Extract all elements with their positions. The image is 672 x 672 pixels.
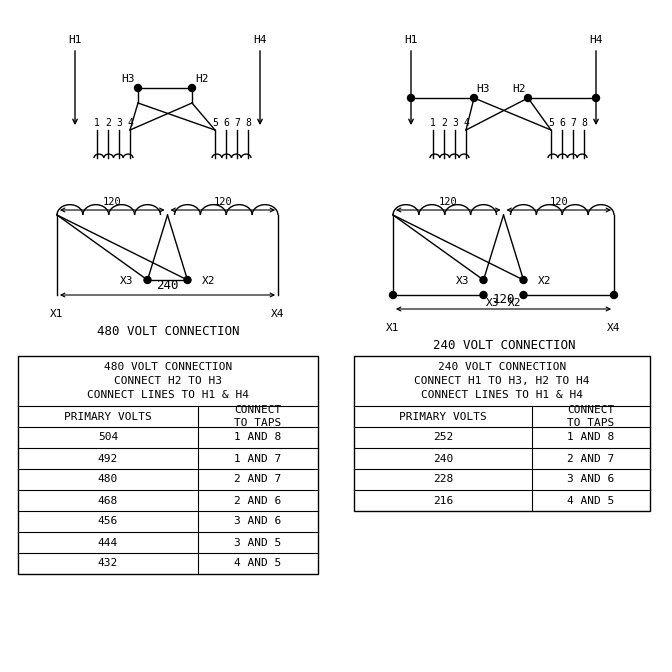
Text: 1 AND 7: 1 AND 7	[235, 454, 282, 464]
Text: 3: 3	[452, 118, 458, 128]
Text: CONNECT
TO TAPS: CONNECT TO TAPS	[567, 405, 615, 427]
Text: 252: 252	[433, 433, 453, 442]
Text: 4: 4	[463, 118, 469, 128]
Text: 1 AND 8: 1 AND 8	[567, 433, 615, 442]
Text: X2: X2	[538, 276, 551, 286]
Text: 456: 456	[98, 517, 118, 526]
Text: 4 AND 5: 4 AND 5	[567, 495, 615, 505]
Text: 6: 6	[559, 118, 565, 128]
Text: X3: X3	[120, 276, 134, 286]
Text: X2: X2	[202, 276, 215, 286]
Text: 2: 2	[441, 118, 447, 128]
Text: 5: 5	[548, 118, 554, 128]
Text: 480: 480	[98, 474, 118, 485]
Circle shape	[184, 276, 191, 284]
Bar	[354, 356, 650, 511]
Text: 7: 7	[570, 118, 576, 128]
Text: 120: 120	[103, 197, 122, 207]
Text: 468: 468	[98, 495, 118, 505]
Text: 6: 6	[223, 118, 229, 128]
Text: PRIMARY VOLTS: PRIMARY VOLTS	[399, 411, 487, 421]
Text: X4: X4	[271, 309, 285, 319]
Text: 432: 432	[98, 558, 118, 569]
Text: H2: H2	[513, 84, 526, 94]
Text: 2 AND 7: 2 AND 7	[235, 474, 282, 485]
Text: 3 AND 6: 3 AND 6	[235, 517, 282, 526]
Text: 2: 2	[105, 118, 111, 128]
Text: H2: H2	[195, 74, 208, 84]
Text: 492: 492	[98, 454, 118, 464]
Text: 8: 8	[581, 118, 587, 128]
Text: 120: 120	[439, 197, 458, 207]
Circle shape	[480, 292, 487, 298]
Text: 4 AND 5: 4 AND 5	[235, 558, 282, 569]
Text: X1: X1	[50, 309, 64, 319]
Circle shape	[520, 292, 527, 298]
Text: 2 AND 7: 2 AND 7	[567, 454, 615, 464]
Text: 240: 240	[433, 454, 453, 464]
Text: 8: 8	[245, 118, 251, 128]
Text: 240 VOLT CONNECTION
CONNECT H1 TO H3, H2 TO H4
CONNECT LINES TO H1 & H4: 240 VOLT CONNECTION CONNECT H1 TO H3, H2…	[414, 362, 590, 400]
Text: 7: 7	[234, 118, 240, 128]
Circle shape	[134, 85, 142, 91]
Text: 216: 216	[433, 495, 453, 505]
Text: X1: X1	[386, 323, 400, 333]
Text: 3 AND 5: 3 AND 5	[235, 538, 282, 548]
Text: 120: 120	[550, 197, 568, 207]
Text: H1: H1	[69, 35, 82, 45]
Text: 504: 504	[98, 433, 118, 442]
Text: 1 AND 8: 1 AND 8	[235, 433, 282, 442]
Text: H4: H4	[253, 35, 267, 45]
Text: 240 VOLT CONNECTION: 240 VOLT CONNECTION	[433, 339, 575, 352]
Text: 3 AND 6: 3 AND 6	[567, 474, 615, 485]
Circle shape	[520, 276, 527, 284]
Text: PRIMARY VOLTS: PRIMARY VOLTS	[64, 411, 152, 421]
Circle shape	[525, 95, 532, 101]
Text: X3: X3	[485, 298, 499, 308]
Circle shape	[470, 95, 478, 101]
Text: 1: 1	[94, 118, 100, 128]
Bar	[18, 356, 318, 574]
Text: H4: H4	[589, 35, 603, 45]
Text: H3: H3	[122, 74, 135, 84]
Text: 480 VOLT CONNECTION: 480 VOLT CONNECTION	[97, 325, 239, 338]
Text: H3: H3	[476, 84, 489, 94]
Text: 240: 240	[157, 279, 179, 292]
Text: 120: 120	[493, 293, 515, 306]
Text: 4: 4	[127, 118, 133, 128]
Text: H1: H1	[405, 35, 418, 45]
Circle shape	[480, 276, 487, 284]
Text: 2 AND 6: 2 AND 6	[235, 495, 282, 505]
Text: 1: 1	[430, 118, 436, 128]
Circle shape	[407, 95, 415, 101]
Text: 120: 120	[214, 197, 232, 207]
Circle shape	[610, 292, 618, 298]
Text: 480 VOLT CONNECTION
CONNECT H2 TO H3
CONNECT LINES TO H1 & H4: 480 VOLT CONNECTION CONNECT H2 TO H3 CON…	[87, 362, 249, 400]
Circle shape	[189, 85, 196, 91]
Text: X3: X3	[456, 276, 470, 286]
Text: CONNECT
TO TAPS: CONNECT TO TAPS	[235, 405, 282, 427]
Text: 228: 228	[433, 474, 453, 485]
Circle shape	[390, 292, 396, 298]
Circle shape	[593, 95, 599, 101]
Circle shape	[144, 276, 151, 284]
Text: 5: 5	[212, 118, 218, 128]
Text: X2: X2	[508, 298, 521, 308]
Text: X4: X4	[607, 323, 621, 333]
Text: 3: 3	[116, 118, 122, 128]
Text: 444: 444	[98, 538, 118, 548]
